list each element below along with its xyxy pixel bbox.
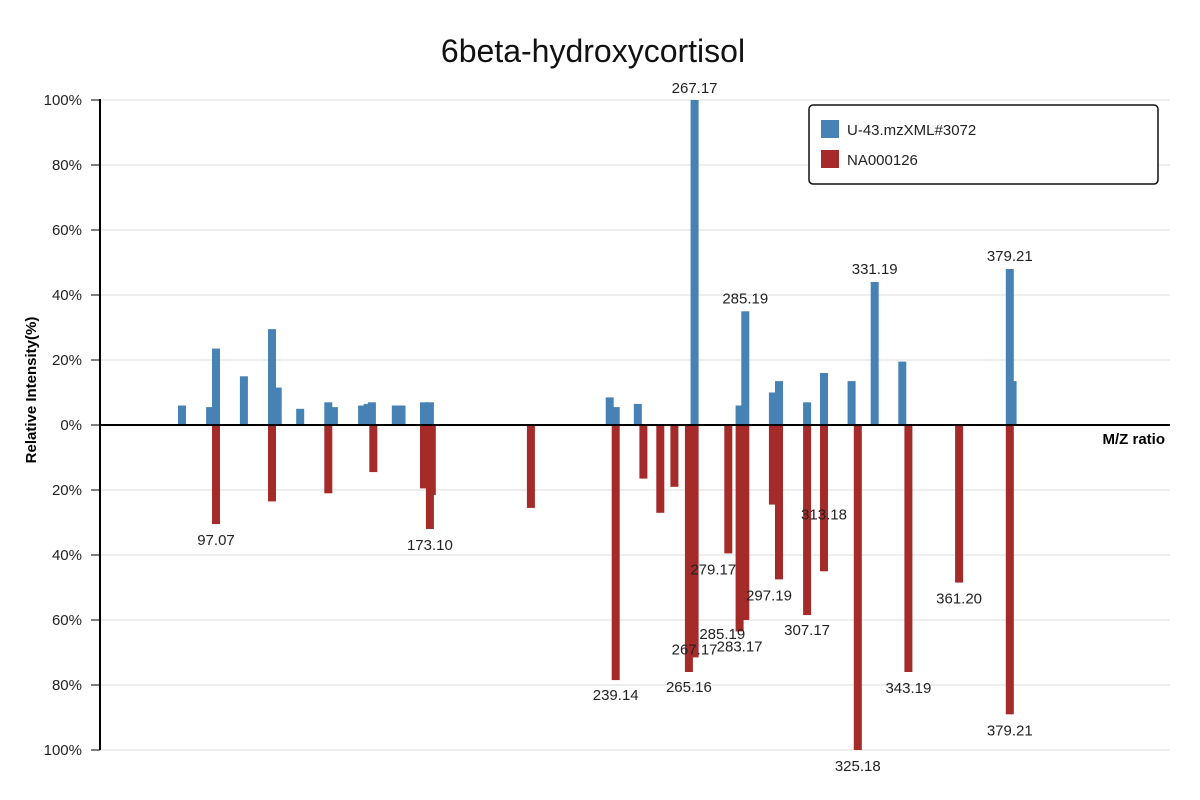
chart-title: 6beta-hydroxycortisol bbox=[441, 33, 745, 69]
bar-top bbox=[397, 405, 406, 425]
bar-bottom bbox=[212, 425, 220, 525]
peak-label-bottom: 267.17 bbox=[672, 641, 718, 658]
peak-label-top: 285.19 bbox=[722, 290, 768, 307]
peak-label-bottom: 285.19 bbox=[699, 626, 745, 643]
bar-bottom bbox=[427, 425, 436, 495]
bar-bottom bbox=[690, 425, 699, 658]
bar-bottom bbox=[724, 425, 733, 554]
bar-top bbox=[324, 402, 333, 426]
bar-top bbox=[611, 407, 620, 425]
peak-label-top: 267.17 bbox=[672, 80, 718, 97]
bar-top bbox=[425, 402, 434, 426]
bar-top bbox=[239, 376, 248, 426]
bar-bottom bbox=[639, 425, 648, 479]
y-tick-label: 20% bbox=[52, 352, 82, 369]
peak-label-bottom: 297.19 bbox=[746, 587, 792, 604]
y-tick-label: 80% bbox=[52, 677, 82, 694]
bar-top bbox=[775, 381, 783, 425]
bar-bottom bbox=[820, 425, 828, 572]
bar-bottom bbox=[324, 425, 333, 494]
bar-top bbox=[898, 361, 907, 425]
bar-bottom bbox=[526, 425, 535, 508]
y-tick-label: 40% bbox=[52, 287, 82, 304]
y-tick-label: 60% bbox=[52, 222, 82, 239]
bar-top bbox=[741, 311, 750, 425]
bar-top bbox=[212, 348, 220, 425]
bar-top bbox=[820, 373, 828, 425]
bar-bottom bbox=[904, 425, 913, 672]
bar-top bbox=[633, 403, 642, 425]
bar-bottom bbox=[670, 425, 679, 487]
bar-bottom bbox=[775, 425, 783, 580]
bar-top bbox=[268, 329, 276, 425]
y-tick-label: 20% bbox=[52, 482, 82, 499]
peak-label-bottom: 361.20 bbox=[936, 591, 982, 608]
bar-top bbox=[358, 405, 367, 425]
bar-bottom bbox=[853, 425, 862, 750]
bar-top bbox=[206, 407, 215, 425]
peak-label-bottom: 97.07 bbox=[197, 532, 235, 549]
bar-bottom bbox=[955, 425, 964, 583]
bar-bottom bbox=[268, 425, 276, 502]
peak-label-top: 379.21 bbox=[987, 248, 1033, 265]
bar-top bbox=[329, 407, 338, 425]
peak-label-bottom: 279.17 bbox=[690, 561, 736, 578]
peak-label-bottom: 313.18 bbox=[801, 506, 847, 523]
peak-label-top: 331.19 bbox=[852, 261, 898, 278]
peak-label-bottom: 343.19 bbox=[885, 680, 931, 697]
bar-bottom bbox=[369, 425, 378, 473]
bar-top bbox=[273, 387, 282, 425]
bar-top bbox=[803, 402, 812, 426]
bar-bottom bbox=[735, 425, 744, 632]
bar-top bbox=[690, 100, 699, 425]
bar-bottom bbox=[420, 425, 428, 489]
peak-label-bottom: 239.14 bbox=[593, 687, 639, 704]
peak-label-bottom: 325.18 bbox=[835, 758, 881, 775]
y-axis-label: Relative Intensity(%) bbox=[23, 317, 40, 464]
peak-label-bottom: 265.16 bbox=[666, 679, 712, 696]
y-tick-label: 40% bbox=[52, 547, 82, 564]
bar-top bbox=[178, 405, 186, 425]
legend-swatch-top bbox=[821, 120, 839, 138]
bar-bottom bbox=[1005, 425, 1014, 715]
y-tick-label: 60% bbox=[52, 612, 82, 629]
bar-top bbox=[391, 405, 400, 425]
y-tick-label: 0% bbox=[60, 417, 82, 434]
peak-label-bottom: 173.10 bbox=[407, 537, 453, 554]
bar-top bbox=[296, 408, 305, 426]
bar-bottom bbox=[768, 425, 777, 505]
peak-label-bottom: 307.17 bbox=[784, 622, 830, 639]
legend: U-43.mzXML#3072 NA000126 bbox=[808, 104, 1159, 185]
bar-top bbox=[1005, 269, 1014, 425]
legend-label-bottom: NA000126 bbox=[847, 152, 918, 169]
peak-label-bottom: 379.21 bbox=[987, 722, 1033, 739]
y-tick-labels: 100% 80% 60% 40% 20% 0% 20% 40% 60% 80% 100% bbox=[44, 92, 100, 759]
legend-swatch-bottom bbox=[821, 150, 839, 168]
bar-top bbox=[847, 381, 856, 425]
legend-box bbox=[808, 104, 1159, 185]
bar-top bbox=[870, 282, 879, 425]
bar-top bbox=[367, 402, 376, 426]
bar-bottom bbox=[803, 425, 812, 616]
grid-lines bbox=[100, 99, 1170, 751]
bar-bottom bbox=[611, 425, 620, 681]
legend-label-top: U-43.mzXML#3072 bbox=[847, 122, 976, 139]
x-axis-label: M/Z ratio bbox=[1103, 431, 1166, 448]
bars bbox=[178, 100, 1017, 750]
bar-top bbox=[605, 397, 614, 425]
y-tick-label: 100% bbox=[44, 742, 82, 759]
bar-bottom bbox=[684, 425, 693, 672]
bar-top bbox=[735, 405, 744, 425]
bar-top bbox=[1008, 381, 1017, 425]
bar-top bbox=[363, 403, 372, 425]
y-tick-label: 80% bbox=[52, 157, 82, 174]
bar-top bbox=[768, 392, 777, 425]
peak-label-bottom: 283.17 bbox=[717, 638, 763, 655]
y-tick-label: 100% bbox=[44, 92, 82, 109]
bar-bottom bbox=[656, 425, 665, 513]
bar-top bbox=[420, 402, 428, 426]
bar-bottom bbox=[741, 425, 750, 620]
